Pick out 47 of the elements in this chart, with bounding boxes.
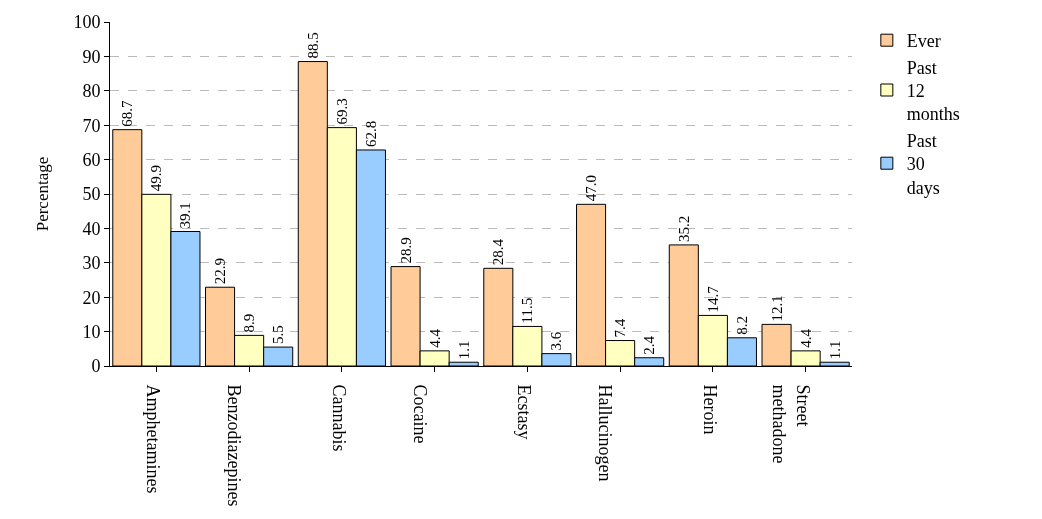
data-label: 88.5 <box>304 32 321 59</box>
x-tick-label: Cocaine <box>409 384 430 444</box>
y-tick-label: 10 <box>82 321 101 342</box>
data-label: 28.9 <box>397 237 414 264</box>
x-tick-label: Benzodiazepines <box>224 384 245 507</box>
x-tick-label: Amphetamines <box>143 384 164 494</box>
data-label: 8.9 <box>241 313 258 333</box>
x-tick-label: Ecstasy <box>514 384 535 440</box>
data-label: 1.1 <box>826 340 843 360</box>
data-label: 47.0 <box>583 175 600 202</box>
data-label: 14.7 <box>704 285 721 313</box>
y-tick-label: 80 <box>82 81 101 102</box>
x-tick-label: Street methadone <box>769 384 813 464</box>
data-label: 35.2 <box>675 215 692 242</box>
data-label: 39.1 <box>177 202 194 229</box>
x-tick-label: Heroin <box>699 384 720 435</box>
y-axis-title: Percentage <box>32 156 52 232</box>
data-label: 28.4 <box>490 238 507 266</box>
y-tick-label: 70 <box>82 115 101 136</box>
data-label: 7.4 <box>612 318 629 338</box>
data-label: 12.1 <box>768 295 785 322</box>
data-label: 49.9 <box>148 165 165 192</box>
x-tick-label: Hallucinogen <box>595 384 616 482</box>
data-label: 8.2 <box>733 316 750 335</box>
legend-label: Ever <box>906 31 941 52</box>
y-tick-label: 60 <box>82 149 101 170</box>
data-label: 62.8 <box>362 120 379 147</box>
data-label: 1.1 <box>455 340 472 360</box>
y-tick-label: 50 <box>82 184 101 205</box>
data-label: 4.4 <box>797 328 814 348</box>
y-tick-label: 20 <box>82 287 101 308</box>
y-tick-label: 100 <box>73 12 101 33</box>
legend-label: Past 30 days <box>906 130 940 198</box>
data-label: 4.4 <box>426 328 443 348</box>
data-label: 3.6 <box>548 331 565 351</box>
data-label: 69.3 <box>333 98 350 125</box>
data-label: 5.5 <box>270 325 287 345</box>
data-label: 11.5 <box>519 297 536 324</box>
data-label: 22.9 <box>212 257 229 285</box>
y-tick-label: 0 <box>91 356 101 377</box>
legend-label: Past 12 months <box>906 57 960 125</box>
data-label: 68.7 <box>119 99 136 127</box>
y-tick-label: 40 <box>82 218 101 239</box>
y-tick-label: 30 <box>82 253 101 274</box>
y-tick-label: 90 <box>82 46 101 67</box>
x-tick-label: Cannabis <box>328 384 349 452</box>
data-label: 2.4 <box>641 335 658 355</box>
